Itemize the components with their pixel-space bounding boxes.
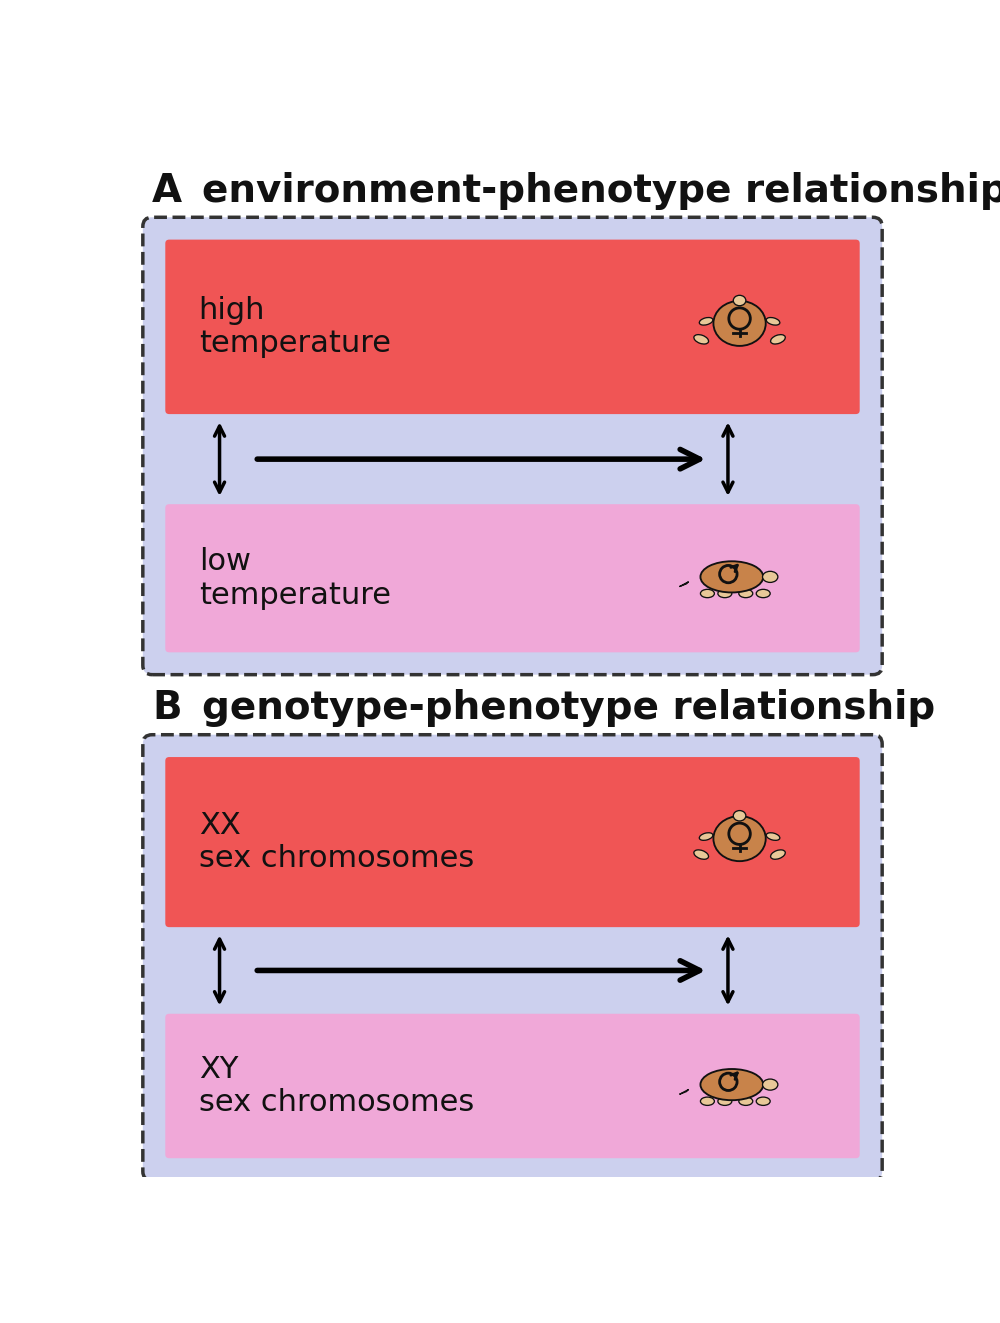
Ellipse shape — [694, 849, 709, 859]
Text: B: B — [152, 689, 182, 726]
Ellipse shape — [756, 1097, 770, 1106]
FancyBboxPatch shape — [165, 757, 860, 927]
Text: high
temperature: high temperature — [199, 295, 391, 359]
Ellipse shape — [763, 1080, 778, 1090]
Ellipse shape — [771, 849, 785, 859]
Text: low
temperature: low temperature — [199, 546, 391, 610]
Ellipse shape — [739, 1097, 753, 1106]
Polygon shape — [680, 1089, 689, 1094]
Ellipse shape — [766, 832, 780, 840]
FancyBboxPatch shape — [165, 504, 860, 652]
Text: XX
sex chromosomes: XX sex chromosomes — [199, 811, 474, 873]
FancyBboxPatch shape — [165, 239, 860, 414]
Ellipse shape — [699, 832, 713, 840]
Ellipse shape — [699, 318, 713, 325]
Ellipse shape — [700, 1069, 763, 1101]
Polygon shape — [680, 582, 689, 586]
Ellipse shape — [718, 1097, 732, 1106]
Ellipse shape — [700, 561, 763, 593]
Ellipse shape — [700, 589, 714, 598]
Ellipse shape — [766, 318, 780, 325]
FancyBboxPatch shape — [165, 1013, 860, 1158]
Ellipse shape — [756, 589, 770, 598]
Ellipse shape — [739, 589, 753, 598]
Text: A: A — [152, 172, 182, 209]
Text: XY
sex chromosomes: XY sex chromosomes — [199, 1054, 474, 1118]
Ellipse shape — [694, 335, 709, 344]
FancyBboxPatch shape — [143, 734, 882, 1180]
Ellipse shape — [733, 811, 746, 822]
Ellipse shape — [718, 589, 732, 598]
Ellipse shape — [733, 295, 746, 306]
Ellipse shape — [713, 300, 766, 345]
Ellipse shape — [713, 816, 766, 861]
Ellipse shape — [700, 1097, 714, 1106]
Ellipse shape — [771, 335, 785, 344]
Text: genotype-phenotype relationship: genotype-phenotype relationship — [202, 689, 936, 726]
FancyBboxPatch shape — [143, 217, 882, 675]
Text: environment-phenotype relationship: environment-phenotype relationship — [202, 172, 1000, 209]
Ellipse shape — [763, 572, 778, 582]
